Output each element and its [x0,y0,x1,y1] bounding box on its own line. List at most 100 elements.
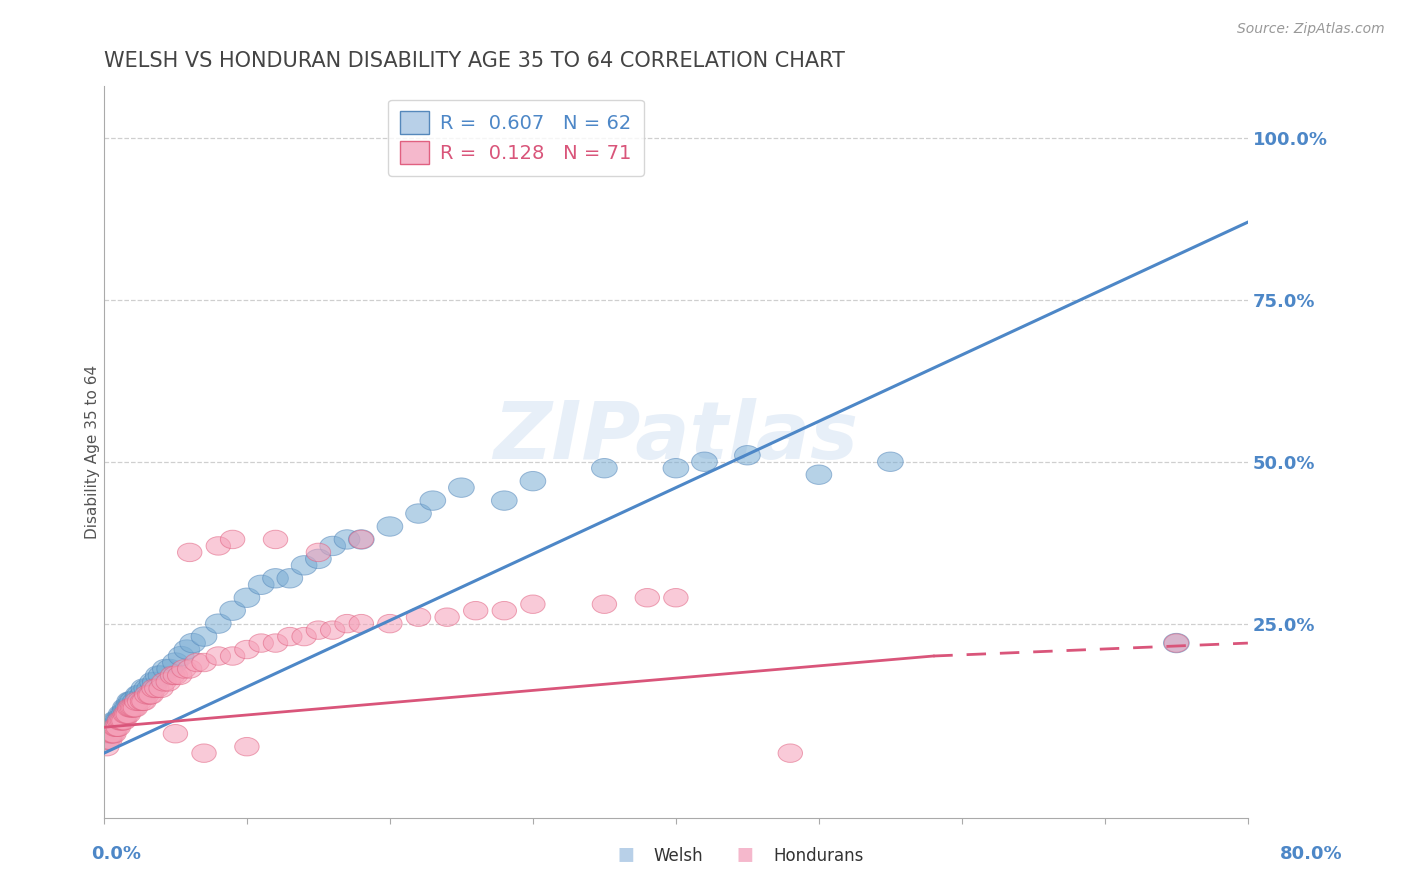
Text: ZIPatlas: ZIPatlas [494,399,859,476]
Ellipse shape [263,634,288,652]
Ellipse shape [122,698,146,717]
Ellipse shape [349,530,374,549]
Ellipse shape [163,653,188,673]
Ellipse shape [135,686,159,704]
Ellipse shape [118,698,142,717]
Ellipse shape [97,731,122,749]
Ellipse shape [464,601,488,620]
Ellipse shape [172,660,197,678]
Ellipse shape [163,666,187,685]
Legend: R =  0.607   N = 62, R =  0.128   N = 71: R = 0.607 N = 62, R = 0.128 N = 71 [388,100,644,176]
Ellipse shape [104,718,129,737]
Ellipse shape [156,673,180,691]
Ellipse shape [177,543,202,562]
Ellipse shape [221,530,245,549]
Ellipse shape [108,705,134,724]
Ellipse shape [134,679,160,698]
Ellipse shape [734,445,761,465]
Ellipse shape [174,640,200,659]
Ellipse shape [136,679,163,698]
Ellipse shape [94,731,120,750]
Ellipse shape [98,724,124,743]
Ellipse shape [1164,633,1189,653]
Ellipse shape [307,621,330,640]
Ellipse shape [110,712,135,730]
Ellipse shape [263,568,288,588]
Ellipse shape [207,537,231,555]
Ellipse shape [405,504,432,524]
Ellipse shape [184,653,209,672]
Ellipse shape [142,673,169,691]
Ellipse shape [291,556,316,575]
Ellipse shape [191,627,217,647]
Ellipse shape [163,724,187,743]
Ellipse shape [115,705,141,723]
Ellipse shape [145,679,169,698]
Ellipse shape [108,712,134,730]
Ellipse shape [101,724,127,743]
Ellipse shape [105,718,131,737]
Text: Source: ZipAtlas.com: Source: ZipAtlas.com [1237,22,1385,37]
Ellipse shape [180,633,205,653]
Ellipse shape [263,530,288,549]
Ellipse shape [132,692,156,711]
Ellipse shape [378,615,402,632]
Ellipse shape [219,601,246,621]
Ellipse shape [806,465,832,484]
Ellipse shape [114,705,139,723]
Ellipse shape [778,744,803,763]
Ellipse shape [145,665,172,685]
Ellipse shape [321,621,344,640]
Ellipse shape [121,698,145,717]
Ellipse shape [520,595,546,614]
Ellipse shape [97,724,122,743]
Text: Hondurans: Hondurans [773,847,863,865]
Ellipse shape [249,634,273,652]
Ellipse shape [125,685,150,705]
Ellipse shape [191,744,217,763]
Text: ▪: ▪ [735,839,755,867]
Ellipse shape [138,686,162,704]
Ellipse shape [122,691,148,711]
Ellipse shape [142,679,166,698]
Ellipse shape [149,679,173,698]
Text: Welsh: Welsh [654,847,703,865]
Ellipse shape [235,738,259,756]
Ellipse shape [125,692,149,711]
Ellipse shape [292,627,316,646]
Ellipse shape [335,615,359,632]
Ellipse shape [492,601,516,620]
Ellipse shape [112,705,138,723]
Ellipse shape [131,679,157,698]
Ellipse shape [101,717,127,737]
Ellipse shape [111,712,136,730]
Ellipse shape [107,712,132,730]
Ellipse shape [692,452,717,472]
Ellipse shape [167,666,193,685]
Ellipse shape [98,717,124,737]
Ellipse shape [191,653,217,672]
Ellipse shape [434,608,460,626]
Text: WELSH VS HONDURAN DISABILITY AGE 35 TO 64 CORRELATION CHART: WELSH VS HONDURAN DISABILITY AGE 35 TO 6… [104,51,845,70]
Ellipse shape [349,615,374,632]
Ellipse shape [664,458,689,478]
Ellipse shape [96,731,121,749]
Ellipse shape [1164,634,1188,652]
Ellipse shape [592,458,617,478]
Ellipse shape [100,717,125,737]
Ellipse shape [877,452,903,472]
Ellipse shape [120,691,145,711]
Ellipse shape [277,568,302,588]
Ellipse shape [249,575,274,594]
Ellipse shape [124,698,148,717]
Ellipse shape [127,685,152,705]
Ellipse shape [115,698,141,717]
Y-axis label: Disability Age 35 to 64: Disability Age 35 to 64 [86,365,100,539]
Ellipse shape [420,491,446,510]
Ellipse shape [377,516,402,536]
Ellipse shape [152,659,179,679]
Ellipse shape [104,711,129,731]
Ellipse shape [152,673,176,691]
Ellipse shape [177,660,202,678]
Ellipse shape [139,686,163,704]
